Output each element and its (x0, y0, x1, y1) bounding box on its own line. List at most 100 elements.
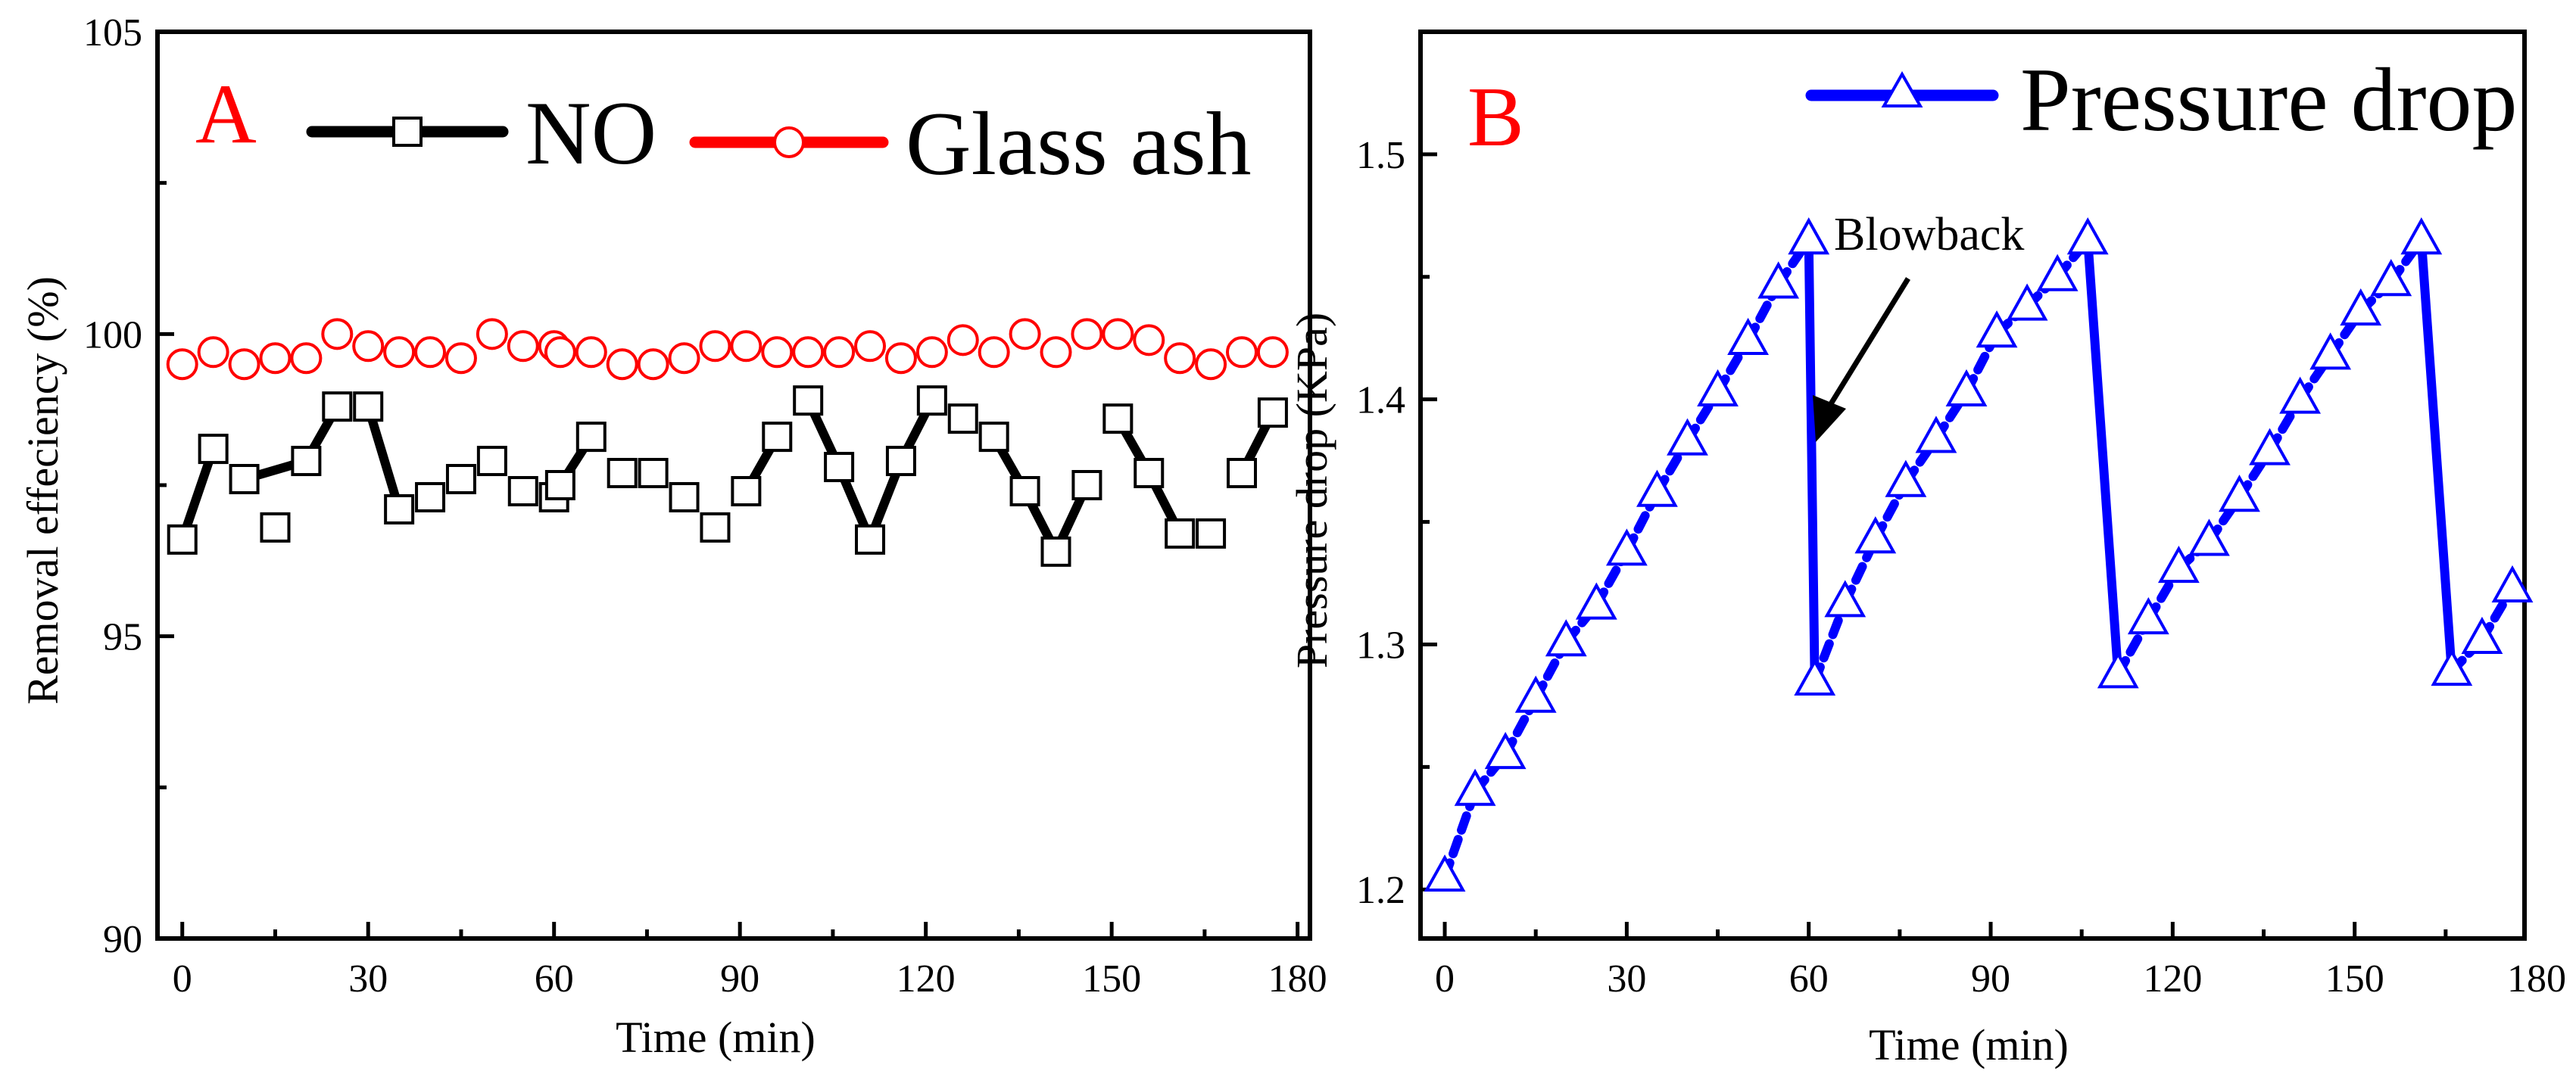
no-point (1196, 518, 1227, 549)
y-tick-label: 1.4 (1356, 379, 1405, 422)
pressure-drop-point (1636, 469, 1678, 507)
pressure-drop-point (1484, 732, 1527, 770)
no-point (1134, 458, 1165, 489)
pressure-drop-point (2249, 428, 2291, 465)
no-point (575, 422, 607, 453)
no-point (544, 470, 575, 500)
x-axis-title-a: Time (min) (616, 1013, 816, 1062)
no-point (1257, 397, 1288, 428)
pressure-drop-point (1885, 459, 1927, 497)
glass-ash-point (823, 336, 856, 369)
x-tick-label: 120 (897, 957, 956, 1001)
y-tick-label: 1.5 (1356, 134, 1405, 177)
glass-ash-point (1071, 318, 1103, 350)
series-markers-a (166, 318, 1289, 567)
glass-ash-point (352, 330, 385, 363)
legend-label-glass-ash: Glass ash (906, 93, 1252, 194)
glass-ash-point (228, 348, 260, 381)
x-tick-label: 150 (2325, 957, 2384, 1001)
pressure-drop-point (2036, 254, 2079, 291)
glass-ash-point (476, 318, 508, 350)
pressure-drop-point (1575, 582, 1617, 620)
pressure-drop-point (2309, 332, 2352, 370)
no-point (855, 524, 886, 555)
x-tick-label: 0 (173, 957, 192, 1001)
x-tick-label: 90 (1971, 957, 2010, 1001)
pressure-drop-point (1788, 217, 1830, 255)
glass-ash-point (321, 318, 354, 350)
no-point (607, 458, 638, 489)
no-point (947, 403, 978, 434)
panel-b: 0 30 60 90 120 150 180 1.2 1.3 1.4 1.5 B Pressure … (1287, 30, 2566, 1069)
glass-ash-point (1133, 324, 1165, 356)
legend-marker-glass-ash (773, 126, 805, 158)
no-point (638, 458, 669, 489)
tick-labels-b: 0 30 60 90 120 150 180 1.2 1.3 1.4 1.5 (1356, 134, 2566, 1001)
no-point (731, 475, 762, 506)
panel-a: 0 30 60 90 120 150 180 90 95 100 105 A NO Glass as… (18, 11, 1327, 1062)
no-point (507, 475, 538, 506)
glass-ash-point (1040, 336, 1072, 369)
pressure-drop-point (1454, 768, 1496, 806)
glass-ash-point (761, 336, 794, 369)
glass-ash-point (884, 342, 917, 375)
no-point (978, 422, 1009, 453)
no-point (415, 481, 446, 512)
pressure-drop-point (2097, 651, 2139, 689)
pressure-drop-point (2279, 376, 2322, 414)
y-tick-label: 90 (103, 918, 142, 961)
pressure-drop-point (2400, 217, 2443, 255)
pressure-drop-point (1727, 317, 1770, 355)
pressure-drop-point (1757, 261, 1800, 299)
pressure-drop-point (2006, 283, 2048, 321)
legend-label-no: NO (525, 82, 656, 183)
glass-ash-point (668, 342, 700, 375)
x-tick-label: 60 (1789, 957, 1829, 1001)
no-point (700, 512, 731, 543)
y-tick-label: 1.2 (1356, 869, 1405, 912)
annotation-blowback: Blowback (1813, 209, 2024, 442)
legend-a: NO Glass ash (306, 82, 1252, 194)
pressure-drop-point (2491, 565, 2534, 602)
glass-ash-point (197, 336, 229, 369)
no-point (384, 493, 415, 524)
no-point (1071, 470, 1102, 500)
y-tick-label: 105 (83, 11, 142, 54)
pressure-drop-point (2461, 616, 2503, 654)
pressure-drop-segment (2416, 235, 2456, 677)
glass-ash-point (1225, 336, 1258, 369)
no-point (762, 422, 793, 453)
no-point (322, 391, 353, 422)
glass-ash-point (1102, 318, 1134, 350)
legend-marker-no (392, 117, 423, 147)
tick-marks-b (1421, 30, 2448, 938)
glass-ash-point (507, 330, 539, 363)
no-point (1040, 536, 1071, 567)
glass-ash-point (730, 330, 763, 363)
glass-ash-point (978, 336, 1010, 369)
annotation-arrow-head (1813, 395, 1846, 442)
pressure-drop-point (2431, 648, 2473, 686)
pressure-drop-segment (2083, 235, 2123, 679)
no-point (824, 452, 855, 483)
plot-frame-b (1418, 30, 2527, 941)
no-point (793, 385, 824, 416)
glass-ash-point (1195, 348, 1227, 381)
pressure-drop-point (1697, 369, 1739, 406)
legend-marker-pressure-drop (1881, 70, 1923, 107)
glass-ash-point (444, 342, 477, 375)
no-segment (363, 402, 404, 514)
pressure-drop-point (1667, 418, 1708, 456)
pressure-drop-point (2127, 596, 2169, 635)
panel-label-a: A (195, 67, 257, 161)
pressure-drop-point (1605, 528, 1648, 566)
no-point (669, 481, 700, 512)
glass-ash-point (1164, 342, 1196, 375)
glass-ash-point (414, 336, 447, 369)
pressure-drop-point (1854, 516, 1897, 554)
x-tick-label: 180 (1268, 957, 1327, 1001)
series-lines-b (1440, 235, 2517, 882)
y-tick-label: 95 (103, 616, 142, 659)
annotation-blowback-label: Blowback (1834, 209, 2024, 260)
